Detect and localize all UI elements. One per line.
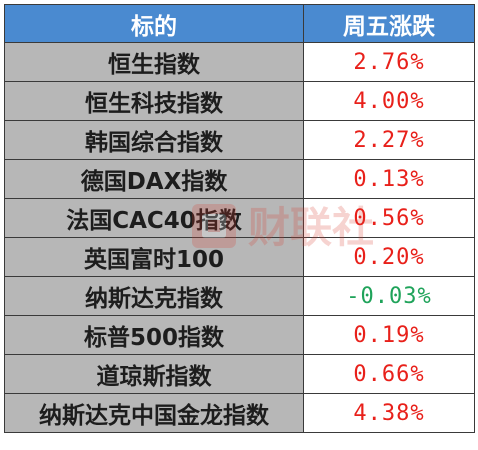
- change-value: -0.03%: [303, 276, 475, 316]
- change-value: 0.66%: [303, 354, 475, 394]
- table-row: 道琼斯指数 0.66%: [4, 354, 475, 394]
- table-row: 标普500指数 0.19%: [4, 315, 475, 355]
- change-value: 2.27%: [303, 120, 475, 160]
- asset-name: 恒生指数: [4, 42, 304, 82]
- asset-name: 英国富时100: [4, 237, 304, 277]
- asset-name: 纳斯达克指数: [4, 276, 304, 316]
- table-row: 纳斯达克中国金龙指数 4.38%: [4, 393, 475, 433]
- table-row: 德国DAX指数 0.13%: [4, 159, 475, 199]
- table-row: 英国富时100 0.20%: [4, 237, 475, 277]
- change-value: 0.13%: [303, 159, 475, 199]
- header-asset: 标的: [4, 4, 304, 43]
- table-row: 法国CAC40指数 0.56%: [4, 198, 475, 238]
- change-value: 0.56%: [303, 198, 475, 238]
- change-value: 0.19%: [303, 315, 475, 355]
- table-row: 韩国综合指数 2.27%: [4, 120, 475, 160]
- table-header-row: 标的 周五涨跌: [4, 4, 475, 43]
- table-row: 纳斯达克指数 -0.03%: [4, 276, 475, 316]
- change-value: 2.76%: [303, 42, 475, 82]
- asset-name: 德国DAX指数: [4, 159, 304, 199]
- asset-name: 纳斯达克中国金龙指数: [4, 393, 304, 433]
- asset-name: 韩国综合指数: [4, 120, 304, 160]
- asset-name: 恒生科技指数: [4, 81, 304, 121]
- asset-name: 道琼斯指数: [4, 354, 304, 394]
- asset-name: 法国CAC40指数: [4, 198, 304, 238]
- change-value: 4.38%: [303, 393, 475, 433]
- change-value: 4.00%: [303, 81, 475, 121]
- table-row: 恒生指数 2.76%: [4, 42, 475, 82]
- table-row: 恒生科技指数 4.00%: [4, 81, 475, 121]
- market-change-table: 标的 周五涨跌 恒生指数 2.76% 恒生科技指数 4.00% 韩国综合指数 2…: [4, 4, 475, 433]
- asset-name: 标普500指数: [4, 315, 304, 355]
- change-value: 0.20%: [303, 237, 475, 277]
- header-friday-change: 周五涨跌: [303, 4, 475, 43]
